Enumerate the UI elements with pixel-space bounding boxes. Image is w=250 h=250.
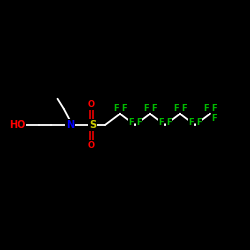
Text: F: F (144, 104, 149, 113)
Text: S: S (89, 120, 96, 130)
Text: HO: HO (9, 120, 26, 130)
Text: F: F (211, 104, 216, 113)
Text: F: F (128, 118, 134, 127)
Text: F: F (136, 118, 141, 127)
Text: F: F (166, 118, 172, 127)
Text: F: F (121, 104, 126, 113)
Text: O: O (88, 100, 95, 109)
Text: F: F (211, 114, 216, 123)
Text: N: N (66, 120, 74, 130)
Text: F: F (181, 104, 186, 113)
Text: F: F (151, 104, 156, 113)
Text: F: F (188, 118, 194, 127)
Text: F: F (196, 118, 202, 127)
Text: F: F (174, 104, 179, 113)
Text: O: O (88, 141, 95, 150)
Text: F: F (114, 104, 119, 113)
Text: F: F (158, 118, 164, 127)
Text: F: F (204, 104, 209, 113)
